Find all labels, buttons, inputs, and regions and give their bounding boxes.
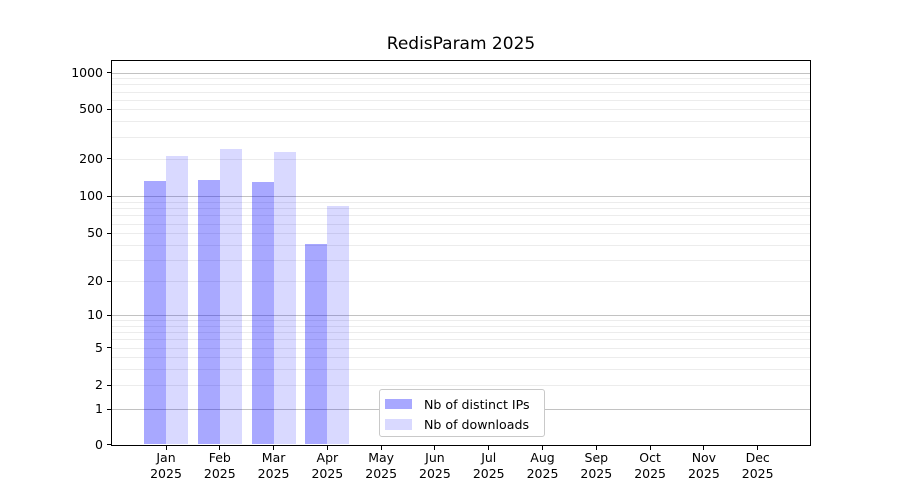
y-tick-mark bbox=[106, 280, 112, 282]
y-tick-label: 100 bbox=[79, 188, 103, 204]
y-tick-label: 5 bbox=[95, 339, 103, 355]
y-tick-mark bbox=[106, 108, 112, 110]
y-tick-mark bbox=[106, 314, 112, 316]
x-tick-label: Oct 2025 bbox=[634, 450, 667, 481]
x-tick-label: Aug 2025 bbox=[526, 450, 559, 481]
minor-gridline bbox=[112, 368, 810, 370]
bar-downloads bbox=[273, 151, 296, 445]
minor-gridline bbox=[112, 78, 810, 80]
minor-gridline bbox=[112, 347, 810, 349]
minor-gridline bbox=[112, 136, 810, 138]
y-tick-mark bbox=[106, 408, 112, 410]
x-tick-mark bbox=[488, 445, 490, 450]
y-tick-label: 1000 bbox=[71, 64, 103, 80]
y-tick-mark bbox=[106, 347, 112, 349]
y-tick-label: 20 bbox=[87, 273, 103, 288]
minor-gridline bbox=[112, 244, 810, 246]
legend: Nb of distinct IPs Nb of downloads bbox=[379, 389, 545, 437]
x-tick-mark bbox=[542, 445, 544, 450]
x-tick-mark bbox=[219, 445, 221, 450]
x-tick-mark bbox=[595, 445, 597, 450]
x-tick-mark bbox=[165, 445, 167, 450]
bar-downloads bbox=[327, 205, 350, 445]
minor-gridline bbox=[112, 385, 810, 387]
minor-gridline bbox=[112, 223, 810, 225]
minor-gridline bbox=[112, 201, 810, 203]
legend-label-distinct-ips: Nb of distinct IPs bbox=[424, 396, 530, 412]
bar-distinct-ips bbox=[251, 182, 274, 445]
minor-gridline bbox=[112, 233, 810, 235]
minor-gridline bbox=[112, 281, 810, 282]
x-tick-mark bbox=[757, 445, 759, 450]
x-tick-label: Jul 2025 bbox=[472, 450, 505, 481]
major-gridline bbox=[112, 72, 810, 74]
y-tick-mark bbox=[106, 232, 112, 234]
y-tick-mark bbox=[106, 384, 112, 386]
x-tick-mark bbox=[649, 445, 651, 450]
minor-gridline bbox=[112, 339, 810, 341]
y-tick-mark bbox=[106, 195, 112, 197]
major-gridline bbox=[112, 315, 810, 316]
bar-distinct-ips bbox=[144, 180, 166, 445]
y-tick-mark bbox=[106, 72, 112, 74]
x-tick-mark bbox=[703, 445, 705, 450]
minor-gridline bbox=[112, 91, 810, 93]
x-tick-label: Dec 2025 bbox=[741, 450, 774, 481]
x-tick-label: Jun 2025 bbox=[419, 450, 451, 481]
bar-distinct-ips bbox=[305, 243, 328, 445]
x-tick-mark bbox=[380, 445, 382, 450]
minor-gridline bbox=[112, 208, 810, 210]
minor-gridline bbox=[112, 109, 810, 111]
y-tick-mark bbox=[106, 444, 112, 445]
y-tick-label: 500 bbox=[79, 101, 103, 117]
x-tick-mark bbox=[326, 445, 328, 450]
x-tick-mark bbox=[273, 445, 275, 450]
bar-distinct-ips bbox=[197, 180, 220, 445]
bar-downloads bbox=[219, 148, 242, 445]
major-gridline bbox=[112, 196, 810, 198]
x-tick-label: Apr 2025 bbox=[311, 450, 344, 481]
x-tick-mark bbox=[434, 445, 436, 450]
x-tick-label: Mar 2025 bbox=[257, 450, 290, 481]
minor-gridline bbox=[112, 158, 810, 160]
minor-gridline bbox=[112, 259, 810, 261]
x-tick-label: Sep 2025 bbox=[580, 450, 613, 481]
y-tick-label: 200 bbox=[79, 150, 103, 166]
x-tick-label: May 2025 bbox=[365, 450, 398, 481]
minor-gridline bbox=[112, 331, 810, 333]
legend-item-distinct-ips: Nb of distinct IPs bbox=[385, 397, 530, 412]
y-tick-label: 0 bbox=[95, 436, 103, 452]
bar-downloads bbox=[166, 155, 188, 445]
legend-swatch-distinct-ips-icon bbox=[385, 398, 412, 410]
legend-swatch-downloads-icon bbox=[385, 419, 412, 430]
minor-gridline bbox=[112, 319, 810, 321]
minor-gridline bbox=[112, 325, 810, 327]
x-tick-label: Feb 2025 bbox=[203, 450, 236, 481]
y-tick-label: 10 bbox=[87, 307, 103, 322]
minor-gridline bbox=[112, 356, 810, 358]
x-tick-label: Nov 2025 bbox=[687, 450, 720, 481]
minor-gridline bbox=[112, 84, 810, 86]
y-tick-label: 1 bbox=[95, 401, 103, 417]
chart-title: RedisParam 2025 bbox=[386, 34, 536, 54]
y-tick-label: 50 bbox=[87, 225, 103, 241]
x-tick-label: Jan 2025 bbox=[150, 450, 182, 481]
y-tick-label: 2 bbox=[95, 377, 103, 393]
legend-item-downloads: Nb of downloads bbox=[385, 417, 529, 432]
y-tick-mark bbox=[106, 158, 112, 160]
legend-label-downloads: Nb of downloads bbox=[424, 417, 530, 432]
minor-gridline bbox=[112, 215, 810, 217]
minor-gridline bbox=[112, 99, 810, 101]
minor-gridline bbox=[112, 121, 810, 123]
